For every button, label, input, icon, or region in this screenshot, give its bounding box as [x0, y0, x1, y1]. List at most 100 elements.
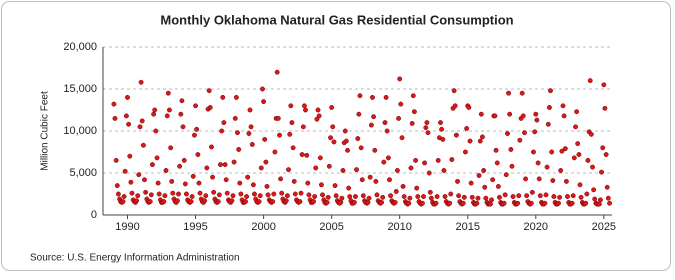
data-point	[425, 130, 431, 136]
data-point	[301, 103, 307, 109]
data-point	[246, 131, 252, 136]
data-point	[571, 155, 577, 161]
data-point	[546, 105, 552, 110]
data-point	[460, 200, 466, 206]
data-point	[596, 201, 602, 207]
data-point	[218, 162, 223, 168]
data-point	[247, 107, 253, 113]
data-point	[373, 178, 379, 184]
data-point	[533, 111, 539, 117]
data-point	[312, 194, 318, 199]
data-point	[277, 132, 282, 138]
data-point	[587, 78, 593, 84]
data-point	[140, 142, 146, 148]
data-point	[248, 124, 254, 130]
data-point	[113, 157, 119, 163]
data-point	[569, 200, 575, 206]
data-point	[503, 172, 509, 178]
data-point	[372, 147, 378, 153]
data-point	[483, 195, 489, 201]
data-point	[165, 90, 171, 96]
data-point	[388, 193, 394, 199]
data-point	[326, 163, 332, 169]
data-point	[519, 90, 525, 96]
data-point	[523, 176, 529, 182]
data-point	[599, 169, 604, 175]
data-point	[260, 86, 265, 92]
data-point	[475, 195, 481, 201]
data-point	[129, 190, 135, 196]
data-point	[183, 191, 189, 197]
data-point	[469, 194, 475, 200]
data-point	[274, 69, 280, 75]
data-point	[396, 115, 402, 121]
data-point	[397, 76, 403, 82]
data-point	[387, 177, 392, 183]
data-point	[543, 192, 549, 198]
data-point	[488, 201, 493, 207]
data-point	[305, 180, 311, 186]
x-tick-label: 2000	[251, 221, 275, 233]
data-point	[170, 190, 176, 196]
x-tick-label: 1995	[183, 221, 207, 233]
data-point	[565, 194, 570, 199]
data-point	[561, 113, 567, 119]
data-point	[550, 178, 556, 184]
chart-title: Monthly Oklahoma Natural Gas Residential…	[160, 12, 513, 27]
data-point	[238, 191, 244, 197]
data-point	[381, 159, 387, 165]
data-point	[385, 155, 391, 161]
data-point	[164, 113, 170, 119]
data-point	[343, 138, 349, 144]
data-point	[574, 109, 580, 115]
data-point	[448, 191, 454, 197]
data-point	[551, 194, 557, 199]
data-point	[433, 200, 439, 206]
data-point	[203, 193, 209, 199]
data-point	[489, 197, 495, 203]
data-point	[324, 199, 330, 205]
data-point	[114, 183, 120, 189]
data-point	[135, 193, 141, 199]
data-point	[481, 168, 487, 173]
data-point	[189, 194, 195, 199]
data-point	[466, 105, 472, 110]
data-point	[340, 168, 346, 173]
data-point	[163, 168, 169, 173]
data-point	[265, 192, 271, 198]
data-point	[245, 174, 251, 180]
data-point	[317, 155, 323, 161]
data-point	[603, 152, 609, 157]
data-point	[591, 187, 597, 193]
data-point	[496, 194, 502, 200]
data-point	[517, 137, 523, 143]
data-point	[166, 107, 172, 113]
data-point	[495, 183, 501, 189]
data-point	[410, 93, 416, 99]
data-point	[438, 120, 443, 126]
data-point	[123, 113, 129, 119]
data-point	[139, 118, 145, 124]
data-point	[224, 190, 230, 196]
data-point	[339, 195, 345, 201]
data-point	[233, 94, 239, 100]
data-point	[127, 153, 133, 159]
data-point	[320, 192, 325, 198]
data-point	[197, 190, 203, 196]
data-point	[590, 164, 595, 170]
data-point	[382, 120, 388, 126]
data-point	[536, 176, 542, 182]
data-point	[128, 179, 134, 185]
data-point	[298, 190, 304, 196]
data-point	[358, 145, 364, 151]
data-point	[482, 184, 488, 190]
data-point	[270, 199, 276, 205]
data-point	[542, 200, 548, 206]
data-point	[528, 200, 534, 206]
data-point	[143, 189, 149, 195]
data-point	[115, 191, 121, 197]
data-point	[252, 191, 257, 197]
data-point	[492, 113, 498, 119]
y-tick-label: 15,000	[63, 83, 97, 95]
